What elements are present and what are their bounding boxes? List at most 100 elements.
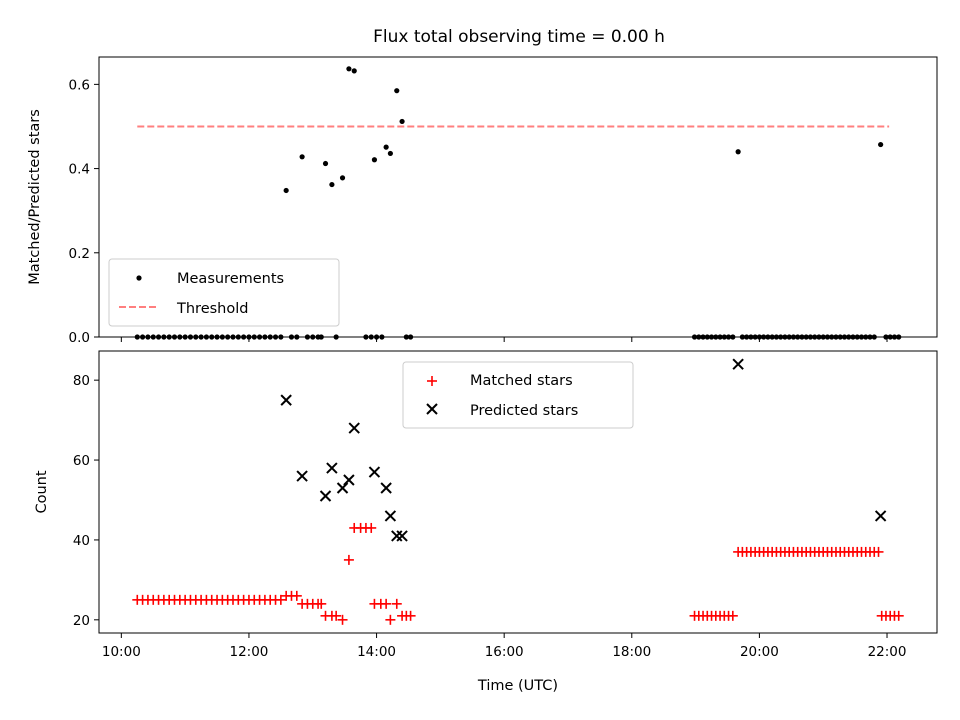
ratio-y-tick-label: 0.6 [69,77,90,93]
measurement-point [769,334,775,340]
predicted-star-marker [732,358,744,370]
matched-star-marker [316,598,327,609]
measurement-point [744,334,750,340]
time-x-tick-label: 18:00 [612,644,651,660]
matched-star-marker [727,610,738,621]
matched-star-marker [337,614,348,625]
legend-label-measurements: Measurements [177,271,284,287]
counts-y-axis: 20 40 60 80 [73,373,99,629]
predicted-star-marker [336,482,349,494]
ratio-y-tick-label: 0.2 [69,246,90,262]
matched-star-marker [391,598,402,609]
measurement-point [283,187,289,194]
predicted-star-stroke-b [280,394,292,406]
ratio-legend-box [108,258,340,327]
time-x-tick-label: 20:00 [740,644,779,660]
measurement-point [407,334,414,340]
measurement-point [187,334,194,340]
measurement-point [294,334,300,340]
predicted-star-stroke-b [296,470,308,482]
measurement-point [193,334,199,340]
measurement-point [171,334,178,340]
measurement-point [717,334,723,340]
measurement-point [198,334,204,340]
predicted-star-marker [280,394,292,406]
measurement-point [850,334,856,340]
time-x-tick-label: 14:00 [357,644,396,660]
matched-star-marker [343,554,354,565]
measurement-point [177,334,183,340]
legend-marker-measurements [136,275,142,281]
measurement-point [735,149,741,155]
measurement-point [251,334,257,340]
measurement-point [241,334,247,340]
measurement-point [371,157,378,163]
measurement-point [696,334,702,340]
predicted-stars-layer [280,358,887,542]
measurement-point [304,334,311,340]
measurement-point [896,334,902,340]
measurement-point [816,334,822,340]
predicted-star-marker [296,470,308,482]
ratio-y-axis: 0.0 0.2 0.4 0.6 [69,77,99,346]
legend-label-threshold: Threshold [176,301,248,317]
time-x-tick-label: 12:00 [229,644,268,660]
matched-star-marker [366,522,377,533]
legend-label-predicted-stars: Predicted stars [470,403,578,419]
measurement-point [310,334,316,340]
measurement-point [363,334,369,340]
measurement-point [863,334,869,340]
measurement-point [140,334,146,340]
measurement-point [219,334,225,340]
measurement-point [267,334,273,340]
measurement-point [399,118,405,125]
measurement-point [730,334,736,340]
measurement-point [829,334,835,340]
counts-y-tick-label: 40 [73,533,90,549]
measurement-point [155,334,162,340]
legend-marker-matched-stars [427,376,437,386]
predicted-star-marker [368,466,381,478]
predicted-star-marker [874,510,887,522]
measurement-point [278,334,284,340]
measurement-point [256,334,263,340]
measurement-point [230,334,236,340]
measurement-point [272,334,279,340]
measurement-point [713,334,719,340]
time-x-tick-label: 16:00 [485,644,524,660]
measurement-point [858,334,865,340]
counts-plot-frame [98,350,938,634]
matched-star-marker [405,610,416,621]
predicted-star-marker [326,462,338,474]
measurement-point [182,334,188,340]
predicted-star-stroke-b [326,462,338,474]
measurement-point [887,334,893,340]
matched-star-marker [385,614,396,625]
predicted-star-stroke-b [336,482,349,494]
measurement-point [351,68,357,74]
measurement-point [854,334,860,340]
measurement-point [203,334,210,340]
counts-y-tick-label: 80 [73,373,90,389]
matched-star-marker [275,594,286,605]
measurement-point [704,334,710,340]
time-x-tick-label: 22:00 [868,644,907,660]
measurement-point [790,334,797,340]
measurement-point [288,334,295,340]
measurement-point [721,334,727,340]
predicted-star-stroke-b [396,530,408,542]
measurement-point [891,334,898,340]
matched-stars-layer [132,522,904,625]
measurement-point [837,334,843,340]
legend-label-matched-stars: Matched stars [470,373,573,389]
measurement-point [725,334,732,340]
measurement-point [161,334,167,340]
measurement-point [824,334,831,340]
measurement-point [368,334,374,340]
ratio-y-tick-label: 0.4 [69,162,90,178]
counts-legend-box [402,361,634,429]
measurement-point [782,334,788,340]
measurement-point [739,334,745,340]
